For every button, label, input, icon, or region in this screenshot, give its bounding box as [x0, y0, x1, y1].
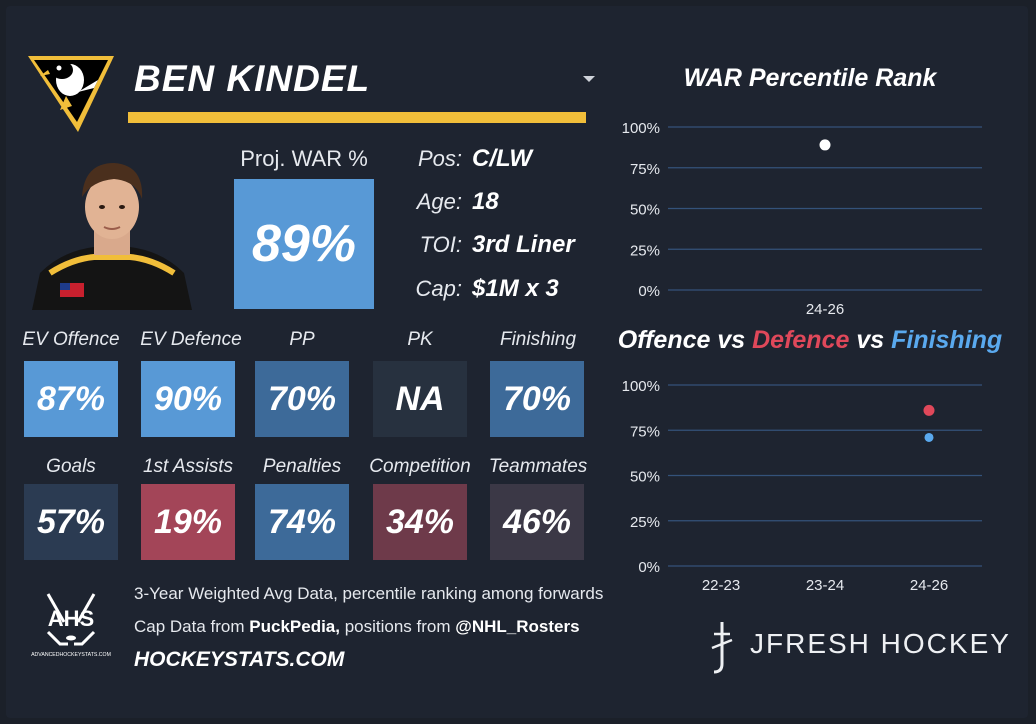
offence-defence-finishing-chart: 100% 75% 50% 25% 0% 22-23 23-24 24-26 — [622, 378, 982, 594]
info-toi-value: 3rd Liner — [472, 231, 575, 258]
stat-box-pp: 70% — [255, 361, 349, 437]
stat-label-penalties: Penalties — [262, 456, 342, 477]
ahs-logo: AHS ADVANCEDHOCKEYSTATS.COM — [31, 593, 111, 658]
stat-box-goals: 57% — [24, 484, 118, 560]
war-percentile-chart: 100% 75% 50% 25% 0% 24-26 — [622, 120, 982, 318]
proj-war-value: 89% — [234, 179, 374, 309]
info-age-key: Age: — [416, 189, 462, 214]
data-point — [819, 139, 831, 151]
footnote-data: 3-Year Weighted Avg Data, percentile ran… — [134, 584, 604, 603]
chart1-title: WAR Percentile Rank — [683, 64, 937, 92]
info-pos-key: Pos: — [417, 146, 462, 171]
y-tick-label: 100% — [622, 120, 660, 137]
title-vs-2: vs — [849, 326, 892, 354]
stat-box-1st-assists: 19% — [141, 484, 235, 560]
stat-box-ev-defence: 90% — [141, 361, 235, 437]
svg-text:AHS: AHS — [48, 606, 94, 631]
stat-box-pk: NA — [373, 361, 467, 437]
y-tick-label: 75% — [630, 423, 660, 440]
stat-box-penalties: 74% — [255, 484, 349, 560]
dropdown-caret-icon[interactable] — [583, 76, 595, 82]
title-finishing: Finishing — [891, 326, 1003, 354]
stat-box-ev-offence: 87% — [24, 361, 118, 437]
puckpedia-link[interactable]: PuckPedia, — [249, 617, 340, 636]
stat-box-teammates: 46% — [490, 484, 584, 560]
title-defence: Defence — [752, 326, 850, 354]
stat-label-ev-defence: EV Defence — [140, 329, 242, 350]
proj-war-label: Proj. WAR % — [240, 146, 368, 171]
info-cap-value: $1M x 3 — [472, 275, 559, 302]
stat-label-goals: Goals — [46, 456, 96, 477]
stat-label-ev-offence: EV Offence — [22, 329, 120, 350]
name-underline — [128, 112, 586, 123]
chart2-title: Offence vs Defence vs Finishing — [600, 326, 1020, 355]
title-vs-1: vs — [710, 326, 753, 354]
x-tick-label: 24-26 — [806, 301, 844, 318]
stat-box-finishing: 70% — [490, 361, 584, 437]
penguins-logo — [24, 44, 116, 132]
stat-label-finishing: Finishing — [499, 329, 577, 350]
data-point — [924, 432, 934, 442]
x-tick-label: 23-24 — [806, 577, 844, 594]
svg-text:ADVANCEDHOCKEYSTATS.COM: ADVANCEDHOCKEYSTATS.COM — [31, 652, 111, 658]
y-tick-label: 75% — [630, 161, 660, 178]
info-age-value: 18 — [472, 188, 499, 215]
info-toi-key: TOI: — [419, 232, 462, 257]
stat-label-1st-assists: 1st Assists — [142, 456, 234, 477]
info-cap-key: Cap: — [415, 276, 462, 301]
x-tick-label: 22-23 — [702, 577, 740, 594]
stat-label-pp: PP — [289, 329, 315, 350]
player-name: BEN KINDEL — [134, 58, 371, 99]
y-tick-label: 25% — [630, 242, 660, 259]
y-tick-label: 50% — [630, 202, 660, 219]
info-pos-value: C/LW — [472, 145, 532, 172]
footnote-sources: Cap Data from PuckPedia, positions from … — [134, 617, 580, 636]
jfresh-logo-icon — [711, 622, 733, 674]
stat-box-competition: 34% — [373, 484, 467, 560]
x-tick-label: 24-26 — [910, 577, 948, 594]
y-tick-label: 100% — [622, 378, 660, 395]
y-tick-label: 0% — [638, 283, 660, 300]
y-tick-label: 0% — [638, 559, 660, 576]
stat-label-teammates: Teammates — [488, 456, 588, 477]
y-tick-label: 50% — [630, 469, 660, 486]
player-photo — [32, 155, 192, 310]
nhl-rosters-link[interactable]: @NHL_Rosters — [455, 617, 580, 636]
jfresh-hockey-brand: JFRESH HOCKEY — [750, 628, 1011, 659]
data-point — [923, 404, 935, 416]
stat-label-pk: PK — [407, 329, 433, 350]
hockeystats-link[interactable]: HOCKEYSTATS.COM — [134, 648, 345, 671]
y-tick-label: 25% — [630, 514, 660, 531]
stat-label-competition: Competition — [369, 456, 471, 477]
title-offence: Offence — [617, 326, 711, 354]
